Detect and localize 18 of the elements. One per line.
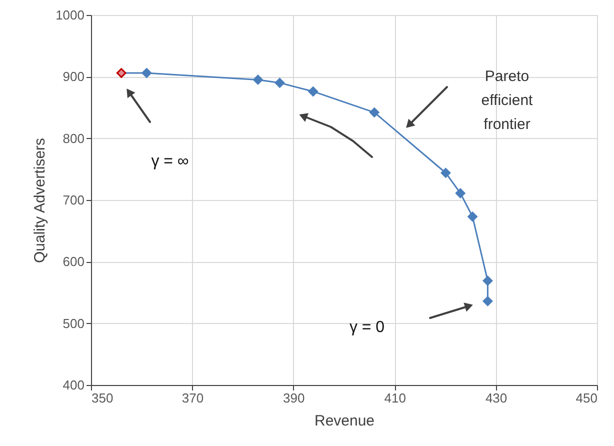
y-tick-label: 600	[62, 254, 84, 270]
x-tick-label: 390	[283, 390, 305, 406]
y-tick-label: 500	[62, 316, 84, 331]
x-tick-label: 450	[576, 390, 598, 406]
y-tick-label: 800	[62, 130, 84, 146]
y-tick-label: 1000	[56, 8, 84, 22]
x-axis-title: Revenue	[314, 412, 375, 430]
y-tick-label: 900	[62, 69, 84, 84]
annotation: γ = ∞	[151, 153, 189, 170]
annotation: Pareto efficient frontier	[481, 68, 534, 133]
x-tick-label: 430	[485, 390, 508, 406]
x-tick-label: 410	[384, 390, 406, 406]
x-tick-label: 350	[92, 390, 114, 406]
annotation: γ = 0	[349, 319, 385, 336]
y-axis-title: Quality Advertisers	[32, 138, 49, 264]
x-tick-label: 370	[182, 390, 204, 406]
y-tick-label: 700	[62, 192, 84, 208]
y-tick-label: 400	[62, 378, 84, 392]
